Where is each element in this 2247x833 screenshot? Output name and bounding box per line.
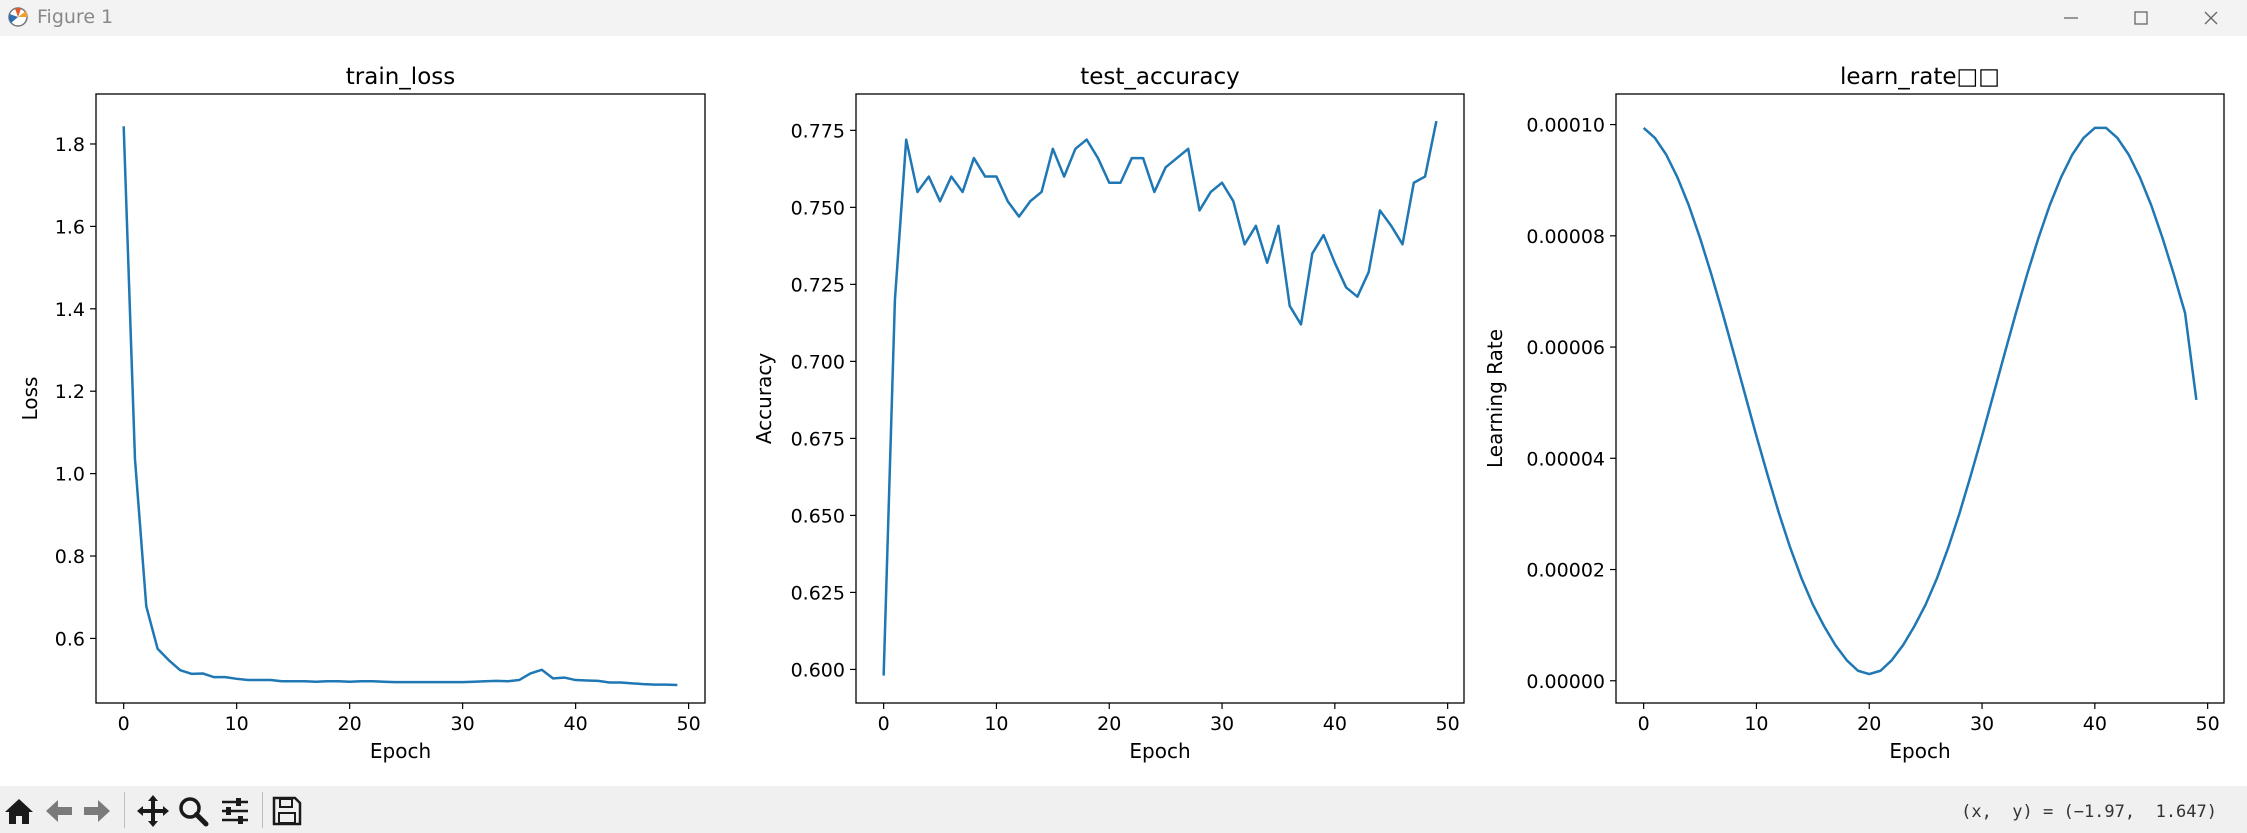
window-titlebar: Figure 1 bbox=[0, 0, 2247, 36]
pan-icon bbox=[137, 795, 169, 827]
forward-button[interactable] bbox=[80, 794, 114, 828]
axes-frame bbox=[855, 93, 1465, 704]
y-tick-label: 0.700 bbox=[791, 351, 845, 373]
y-tick-label: 0.6 bbox=[55, 628, 85, 650]
y-tick-label: 0.650 bbox=[791, 505, 845, 527]
x-tick-label: 50 bbox=[2196, 713, 2220, 735]
x-tick-label: 0 bbox=[878, 713, 890, 735]
toolbar-separator bbox=[262, 792, 263, 828]
close-icon bbox=[2204, 11, 2218, 25]
x-tick-label: 0 bbox=[118, 713, 130, 735]
y-axis-label: Loss bbox=[18, 377, 42, 421]
y-axis-label: Accuracy bbox=[752, 353, 776, 444]
forward-icon bbox=[84, 800, 110, 822]
home-button[interactable] bbox=[2, 794, 36, 828]
y-tick-label: 0.625 bbox=[791, 582, 845, 604]
figure-canvas[interactable]: 0 10 20 30 40 50 0.6 0.8 1.0 1.2 1.4 1.6 1.8 train_lo… bbox=[0, 36, 2247, 786]
chart-title: test_accuracy bbox=[1080, 64, 1239, 90]
maximize-icon bbox=[2134, 11, 2148, 25]
y-tick-label: 1.2 bbox=[55, 381, 85, 403]
chart-title: train_loss bbox=[346, 64, 455, 90]
x-tick-label: 30 bbox=[1210, 713, 1234, 735]
y-tick-label: 1.8 bbox=[55, 134, 85, 156]
x-tick-label: 10 bbox=[984, 713, 1008, 735]
y-tick-label: 0.00002 bbox=[1526, 560, 1605, 582]
close-button[interactable] bbox=[2176, 0, 2246, 36]
y-tick-label: 0.00006 bbox=[1526, 337, 1605, 359]
axes-frame bbox=[95, 93, 706, 704]
navigation-toolbar: (x, y) = (−1.97, 1.647) bbox=[0, 786, 2247, 833]
minimize-button[interactable] bbox=[2036, 0, 2106, 36]
x-tick-label: 10 bbox=[1744, 713, 1768, 735]
x-axis-label: Epoch bbox=[1129, 739, 1190, 763]
x-axis-label: Epoch bbox=[1889, 739, 1950, 763]
matplotlib-logo-icon bbox=[8, 7, 28, 27]
cursor-coordinates: (x, y) = (−1.97, 1.647) bbox=[1961, 802, 2217, 822]
toolbar-separator bbox=[124, 792, 125, 828]
chart-title: learn_rate□□ bbox=[1840, 64, 2000, 90]
zoom-button[interactable] bbox=[176, 794, 210, 828]
x-tick-label: 0 bbox=[1638, 713, 1650, 735]
series-line bbox=[122, 126, 678, 687]
y-tick-label: 1.4 bbox=[55, 299, 85, 321]
figure-svg: 0 10 20 30 40 50 0.6 0.8 1.0 1.2 1.4 1.6 1.8 train_lo… bbox=[18, 64, 2225, 763]
window-title: Figure 1 bbox=[37, 6, 114, 28]
x-tick-label: 20 bbox=[1097, 713, 1121, 735]
y-tick-label: 0.8 bbox=[55, 546, 85, 568]
x-tick-label: 50 bbox=[1436, 713, 1460, 735]
minimize-icon bbox=[2064, 17, 2078, 19]
y-axis-label: Learning Rate bbox=[1483, 329, 1507, 468]
x-tick-label: 20 bbox=[1857, 713, 1881, 735]
axes-frame bbox=[1615, 93, 2225, 704]
zoom-icon bbox=[179, 797, 209, 827]
save-button[interactable] bbox=[270, 794, 304, 828]
configure-subplots-button[interactable] bbox=[218, 794, 252, 828]
home-icon bbox=[5, 799, 33, 824]
back-icon bbox=[46, 800, 72, 822]
back-button[interactable] bbox=[42, 794, 76, 828]
x-tick-label: 30 bbox=[1970, 713, 1994, 735]
x-tick-label: 30 bbox=[451, 713, 475, 735]
series-line bbox=[882, 120, 1438, 676]
y-tick-label: 0.00004 bbox=[1526, 448, 1605, 470]
pan-button[interactable] bbox=[136, 794, 170, 828]
y-tick-label: 0.750 bbox=[791, 197, 845, 219]
y-tick-label: 1.6 bbox=[55, 216, 85, 238]
x-tick-label: 20 bbox=[338, 713, 362, 735]
y-tick-label: 0.00008 bbox=[1526, 226, 1605, 248]
series-line bbox=[1642, 126, 2198, 676]
y-tick-label: 0.600 bbox=[791, 659, 845, 681]
y-tick-label: 0.00000 bbox=[1526, 671, 1605, 693]
x-tick-label: 10 bbox=[225, 713, 249, 735]
y-tick-label: 1.0 bbox=[55, 464, 85, 486]
y-tick-label: 0.725 bbox=[791, 274, 845, 296]
x-tick-label: 50 bbox=[677, 713, 701, 735]
configure-subplots-icon bbox=[222, 798, 248, 824]
y-tick-label: 0.775 bbox=[791, 120, 845, 142]
y-tick-label: 0.00010 bbox=[1526, 115, 1605, 137]
x-tick-label: 40 bbox=[564, 713, 588, 735]
x-tick-label: 40 bbox=[1323, 713, 1347, 735]
x-axis-label: Epoch bbox=[370, 739, 431, 763]
maximize-button[interactable] bbox=[2106, 0, 2176, 36]
save-icon bbox=[272, 796, 302, 826]
y-tick-label: 0.675 bbox=[791, 428, 845, 450]
x-tick-label: 40 bbox=[2083, 713, 2107, 735]
